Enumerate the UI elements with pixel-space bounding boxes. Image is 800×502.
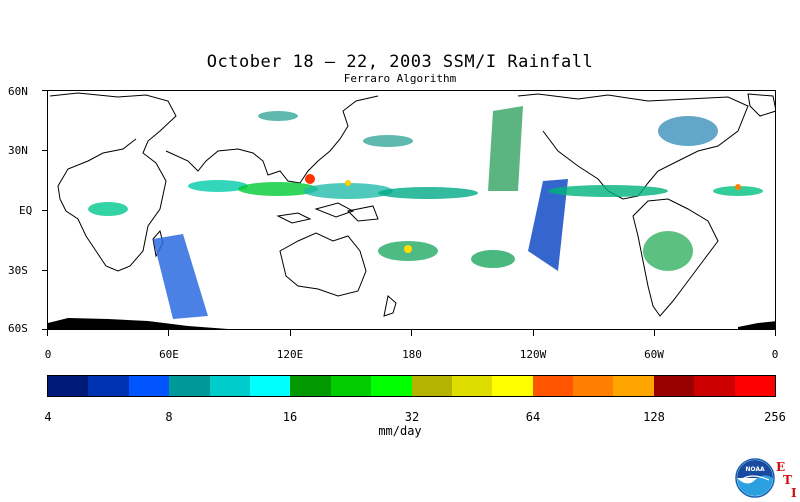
lat-tick: [42, 270, 47, 271]
colorbar-swatch: [573, 376, 614, 396]
lon-label-120w: 120W: [519, 348, 547, 361]
lon-tick: [775, 330, 776, 336]
lat-tick: [42, 210, 47, 211]
colorbar-swatch: [169, 376, 210, 396]
colorbar-swatch: [371, 376, 412, 396]
lon-label-0-end: 0: [771, 348, 779, 361]
colorbar-swatch: [88, 376, 129, 396]
lon-tick: [290, 330, 291, 336]
colorbar-label-32: 32: [404, 410, 420, 424]
map-title: October 18 – 22, 2003 SSM/I Rainfall: [206, 52, 594, 72]
coastlines: [49, 92, 775, 317]
colorbar-swatch: [734, 376, 776, 396]
colorbar-swatch: [128, 376, 170, 396]
colorbar-swatch: [290, 376, 331, 396]
satellite-swath: [488, 106, 523, 191]
colorbar-label-16: 16: [282, 410, 298, 424]
colorbar-swatch: [209, 376, 250, 396]
lon-label-60w: 60W: [644, 348, 664, 361]
rainfall-patches: [88, 111, 763, 271]
antarctica-landmass: [738, 321, 775, 329]
colorbar-label-4: 4: [44, 410, 52, 424]
colorbar-swatch: [411, 376, 452, 396]
eti-letter-t: T: [783, 473, 792, 487]
satellite-swath: [153, 234, 208, 319]
colorbar-label-8: 8: [165, 410, 173, 424]
lat-label-60n: 60N: [8, 85, 28, 98]
colorbar-units: mm/day: [378, 424, 422, 438]
lon-label-60e: 60E: [159, 348, 179, 361]
lon-tick: [654, 330, 655, 336]
lon-tick: [411, 330, 412, 336]
svg-text:NOAA: NOAA: [745, 466, 765, 473]
colorbar-label-64: 64: [525, 410, 541, 424]
rainfall-colorbar: [47, 375, 776, 397]
colorbar-swatch: [48, 376, 89, 396]
colorbar-swatch: [492, 376, 533, 396]
colorbar-swatch: [532, 376, 574, 396]
colorbar-label-128: 128: [643, 410, 665, 424]
satellite-swath: [528, 179, 568, 271]
antarctica-landmass: [48, 318, 228, 329]
lat-label-60s: 60S: [8, 322, 28, 335]
rainfall-map: [47, 90, 776, 330]
lon-tick: [533, 330, 534, 336]
colorbar-swatch: [451, 376, 493, 396]
eti-letter-e: E: [776, 460, 786, 474]
lat-tick: [42, 150, 47, 151]
lon-tick: [47, 330, 48, 336]
map-subtitle: Ferraro Algorithm: [343, 72, 457, 85]
lat-label-eq: EQ: [19, 204, 33, 217]
lat-tick: [42, 90, 47, 91]
colorbar-swatch: [653, 376, 695, 396]
lon-label-120e: 120E: [276, 348, 304, 361]
lat-tick: [42, 329, 47, 330]
noaa-logo-icon: NOAA: [735, 458, 775, 498]
lon-tick: [168, 330, 169, 336]
lon-label-180: 180: [402, 348, 422, 361]
colorbar-swatch: [249, 376, 291, 396]
eti-letter-i: I: [791, 486, 797, 500]
colorbar-swatch: [613, 376, 654, 396]
lat-label-30s: 30S: [8, 264, 28, 277]
lat-label-30n: 30N: [8, 144, 28, 157]
colorbar-label-256: 256: [764, 410, 786, 424]
lon-label-0: 0: [44, 348, 52, 361]
rainfall-map-svg: [48, 92, 775, 329]
colorbar-swatch: [694, 376, 735, 396]
colorbar-swatch: [330, 376, 372, 396]
